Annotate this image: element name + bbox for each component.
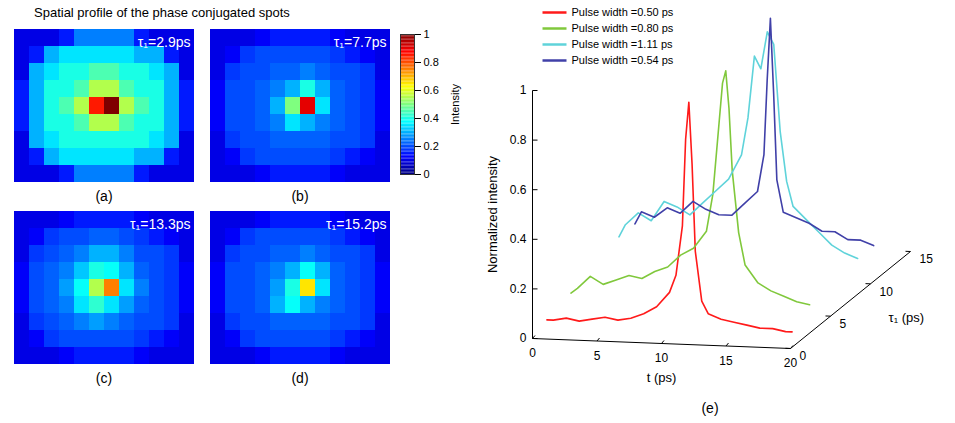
svg-text:τ₁ (ps): τ₁ (ps) <box>889 310 925 325</box>
svg-text:0.6: 0.6 <box>510 183 527 197</box>
svg-text:5: 5 <box>840 317 847 331</box>
svg-text:τ₁=7.7ps: τ₁=7.7ps <box>334 34 387 50</box>
svg-text:Pulse width =1.11 ps: Pulse width =1.11 ps <box>572 38 673 50</box>
svg-text:0.6: 0.6 <box>424 84 439 96</box>
svg-text:Pulse width =0.54 ps: Pulse width =0.54 ps <box>572 54 674 66</box>
svg-text:0.2: 0.2 <box>424 140 439 152</box>
svg-text:Intensity: Intensity <box>449 84 461 125</box>
svg-text:10: 10 <box>655 351 669 365</box>
svg-text:20: 20 <box>784 356 798 370</box>
svg-text:15: 15 <box>719 354 733 368</box>
svg-text:t (ps): t (ps) <box>647 370 677 385</box>
svg-text:0: 0 <box>424 168 430 180</box>
svg-text:0: 0 <box>800 349 807 363</box>
svg-text:5: 5 <box>594 349 601 363</box>
svg-text:0.8: 0.8 <box>510 133 527 147</box>
html-text:Spatial profile of the phase c: Spatial profile of the phase conjugated … <box>34 5 290 20</box>
html-text:(c): (c) <box>95 370 113 386</box>
html-text:(d): (d) <box>291 370 309 386</box>
svg-text:10: 10 <box>880 285 894 299</box>
svg-text:0.4: 0.4 <box>424 112 439 124</box>
svg-text:τ₁=15.2ps: τ₁=15.2ps <box>326 216 386 232</box>
html-text:(b): (b) <box>291 188 309 204</box>
svg-text:Pulse width =0.50 ps: Pulse width =0.50 ps <box>572 6 674 18</box>
html-text:(e): (e) <box>701 400 719 416</box>
svg-text:0.4: 0.4 <box>510 232 527 246</box>
svg-text:Pulse width =0.80 ps: Pulse width =0.80 ps <box>572 22 674 34</box>
svg-text:0.2: 0.2 <box>510 282 527 296</box>
svg-text:τ₁=2.9ps: τ₁=2.9ps <box>138 34 191 50</box>
svg-text:Normalized intensity: Normalized intensity <box>485 155 500 273</box>
svg-text:1: 1 <box>424 28 430 40</box>
svg-text:1: 1 <box>520 83 527 97</box>
svg-text:0.8: 0.8 <box>424 56 439 68</box>
svg-text:τ₁=13.3ps: τ₁=13.3ps <box>130 216 190 232</box>
svg-text:0: 0 <box>529 346 536 360</box>
html-text:(a): (a) <box>95 188 113 204</box>
svg-text:15: 15 <box>920 252 934 266</box>
svg-text:0: 0 <box>520 331 527 345</box>
